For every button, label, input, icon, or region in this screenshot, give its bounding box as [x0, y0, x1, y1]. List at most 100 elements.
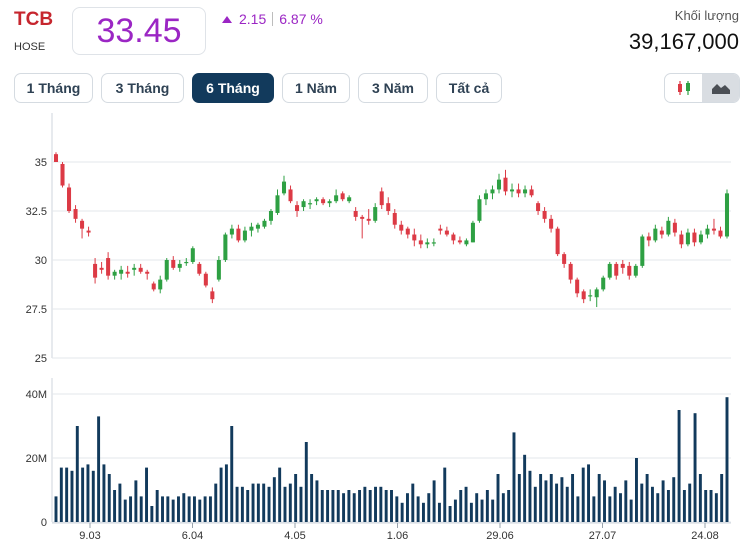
candle-body	[171, 260, 176, 268]
candle-body	[653, 228, 658, 241]
volume-bar	[219, 467, 223, 522]
volume-bar	[645, 474, 649, 522]
volume-bar	[400, 502, 404, 522]
volume-bar	[650, 486, 654, 522]
volume-bar	[123, 499, 127, 522]
candle-body	[438, 228, 443, 231]
candle-body	[588, 295, 593, 297]
volume-y-tick-label: 0	[41, 517, 47, 529]
volume-bar	[496, 474, 500, 522]
tab-1-year[interactable]: 1 Năm	[282, 73, 350, 103]
volume-bar	[235, 486, 239, 522]
candle-body	[145, 271, 150, 274]
candle-body	[705, 228, 710, 235]
candle-body	[164, 260, 169, 280]
volume-bar	[294, 474, 298, 522]
candle-body	[724, 193, 730, 237]
volume-bar	[624, 480, 628, 522]
tab-3-years[interactable]: 3 Năm	[358, 73, 428, 103]
x-tick-label: 6.04	[182, 530, 203, 542]
volume-bar	[161, 496, 164, 522]
volume-bar	[331, 490, 335, 522]
candle-body	[620, 263, 625, 268]
volume-bar	[182, 493, 186, 522]
price-box: 33.45	[72, 7, 206, 55]
candle-body	[268, 211, 274, 221]
volume-bar	[320, 490, 324, 522]
volume-bar	[501, 493, 505, 522]
volume-bar	[709, 490, 713, 522]
tab-all[interactable]: Tất cả	[436, 73, 502, 103]
volume-bar	[347, 490, 351, 522]
candle-body	[444, 230, 449, 235]
area-chart-icon	[711, 84, 730, 94]
price-y-tick-label: 27.5	[26, 304, 47, 316]
area-chart-button[interactable]	[702, 74, 739, 102]
price-panel: 35 32.5 30 27.5 25	[26, 113, 731, 365]
volume-bar	[576, 496, 580, 522]
tab-1-month[interactable]: 1 Tháng	[14, 73, 93, 103]
volume-bar	[459, 490, 463, 522]
x-tick-label: 24.08	[691, 530, 719, 542]
volume-bar	[240, 486, 244, 522]
candle-body	[242, 230, 247, 241]
volume-bar	[352, 493, 356, 522]
volume-bar	[91, 470, 95, 522]
candle-body	[223, 234, 228, 260]
volume-bar	[714, 493, 718, 522]
volume-bar	[406, 493, 409, 522]
candle-body	[236, 228, 241, 241]
volume-bar	[288, 483, 292, 522]
candle-body	[425, 242, 430, 245]
candle-body	[581, 291, 586, 300]
tab-3-months[interactable]: 3 Tháng	[101, 73, 184, 103]
volume-bar	[688, 483, 692, 522]
candle-body	[281, 181, 287, 194]
candle-body	[249, 226, 254, 231]
candle-body	[529, 189, 534, 196]
chart-area: 35 32.5 30 27.5 25 40M 20M 0 9.03 6.04 4.05 1.06 2…	[26, 113, 731, 542]
volume-bar	[102, 464, 106, 522]
candle-body	[308, 203, 313, 205]
volume-bar	[613, 486, 617, 522]
volume-bar	[208, 496, 212, 522]
volume-bar	[533, 486, 537, 522]
candle-body	[555, 228, 560, 255]
volume-bar	[608, 496, 612, 522]
volume-bar	[267, 486, 271, 522]
candle-body	[275, 195, 280, 213]
candle-body	[99, 267, 104, 270]
volume-bar	[230, 426, 234, 522]
volume-bar	[448, 506, 452, 522]
volume-bar	[336, 490, 340, 522]
candlestick-button[interactable]	[665, 74, 702, 102]
candle-body	[711, 228, 716, 231]
volume-bar	[262, 483, 266, 522]
x-tick-label: 9.03	[79, 530, 100, 542]
candle-body	[490, 189, 495, 194]
tab-6-months[interactable]: 6 Tháng	[192, 73, 274, 103]
volume-bar	[693, 413, 697, 522]
volume-bar	[507, 490, 511, 522]
candle-body	[158, 279, 163, 290]
volume-bar	[187, 496, 191, 522]
candle-body	[659, 230, 664, 235]
volume-bar	[384, 490, 388, 522]
candle-body	[685, 232, 690, 245]
volume-bar	[113, 490, 117, 522]
candle-body	[197, 263, 202, 274]
price-y-tick-label: 35	[35, 157, 47, 169]
candle-body	[67, 187, 72, 211]
candle-body	[412, 234, 417, 241]
volume-value: 39,167,000	[628, 29, 739, 54]
candle-body	[614, 263, 619, 276]
volume-bar	[310, 474, 314, 522]
volume-bar	[65, 467, 69, 522]
volume-bar	[539, 474, 543, 522]
x-tick-label: 27.07	[589, 530, 617, 542]
volume-bar	[304, 442, 308, 522]
volume-bar	[81, 467, 85, 522]
volume-bar	[597, 474, 601, 522]
candle-body	[119, 269, 124, 274]
candle-body	[321, 199, 326, 204]
